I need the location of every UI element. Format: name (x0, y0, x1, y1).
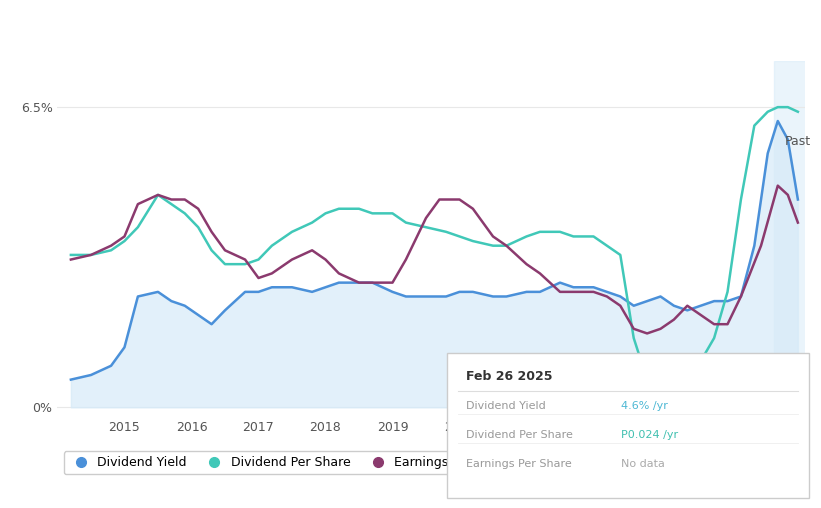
Text: No data: No data (621, 459, 665, 469)
Text: 4.6% /yr: 4.6% /yr (621, 401, 667, 411)
Legend: Dividend Yield, Dividend Per Share, Earnings Per Share: Dividend Yield, Dividend Per Share, Earn… (64, 451, 517, 474)
Bar (774, 61, 808, 417)
Text: Feb 26 2025: Feb 26 2025 (466, 370, 552, 384)
FancyBboxPatch shape (447, 353, 809, 498)
Text: Past: Past (785, 135, 810, 148)
Text: P0.024 /yr: P0.024 /yr (621, 430, 678, 440)
Text: Dividend Per Share: Dividend Per Share (466, 430, 572, 440)
Text: Dividend Yield: Dividend Yield (466, 401, 545, 411)
Text: Earnings Per Share: Earnings Per Share (466, 459, 571, 469)
